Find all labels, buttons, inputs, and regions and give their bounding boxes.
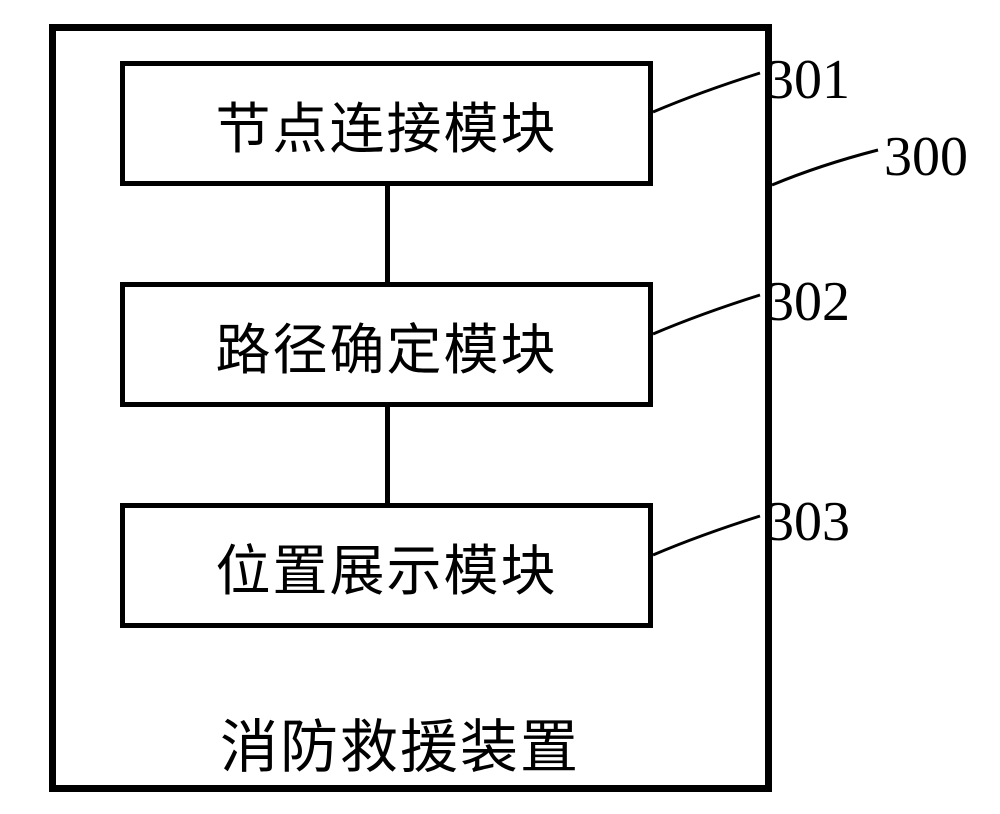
diagram-stage: 节点连接模块路径确定模块位置展示模块消防救援装置300301302303	[0, 0, 1000, 814]
leader-outer	[772, 150, 878, 185]
reference-label-301: 301	[766, 48, 850, 112]
leaders-svg	[0, 0, 1000, 814]
leader-m3	[653, 516, 760, 555]
reference-label-303: 303	[766, 490, 850, 554]
reference-label-300: 300	[884, 125, 968, 189]
reference-label-302: 302	[766, 270, 850, 334]
leader-m2	[653, 295, 760, 334]
leader-m1	[653, 73, 760, 112]
